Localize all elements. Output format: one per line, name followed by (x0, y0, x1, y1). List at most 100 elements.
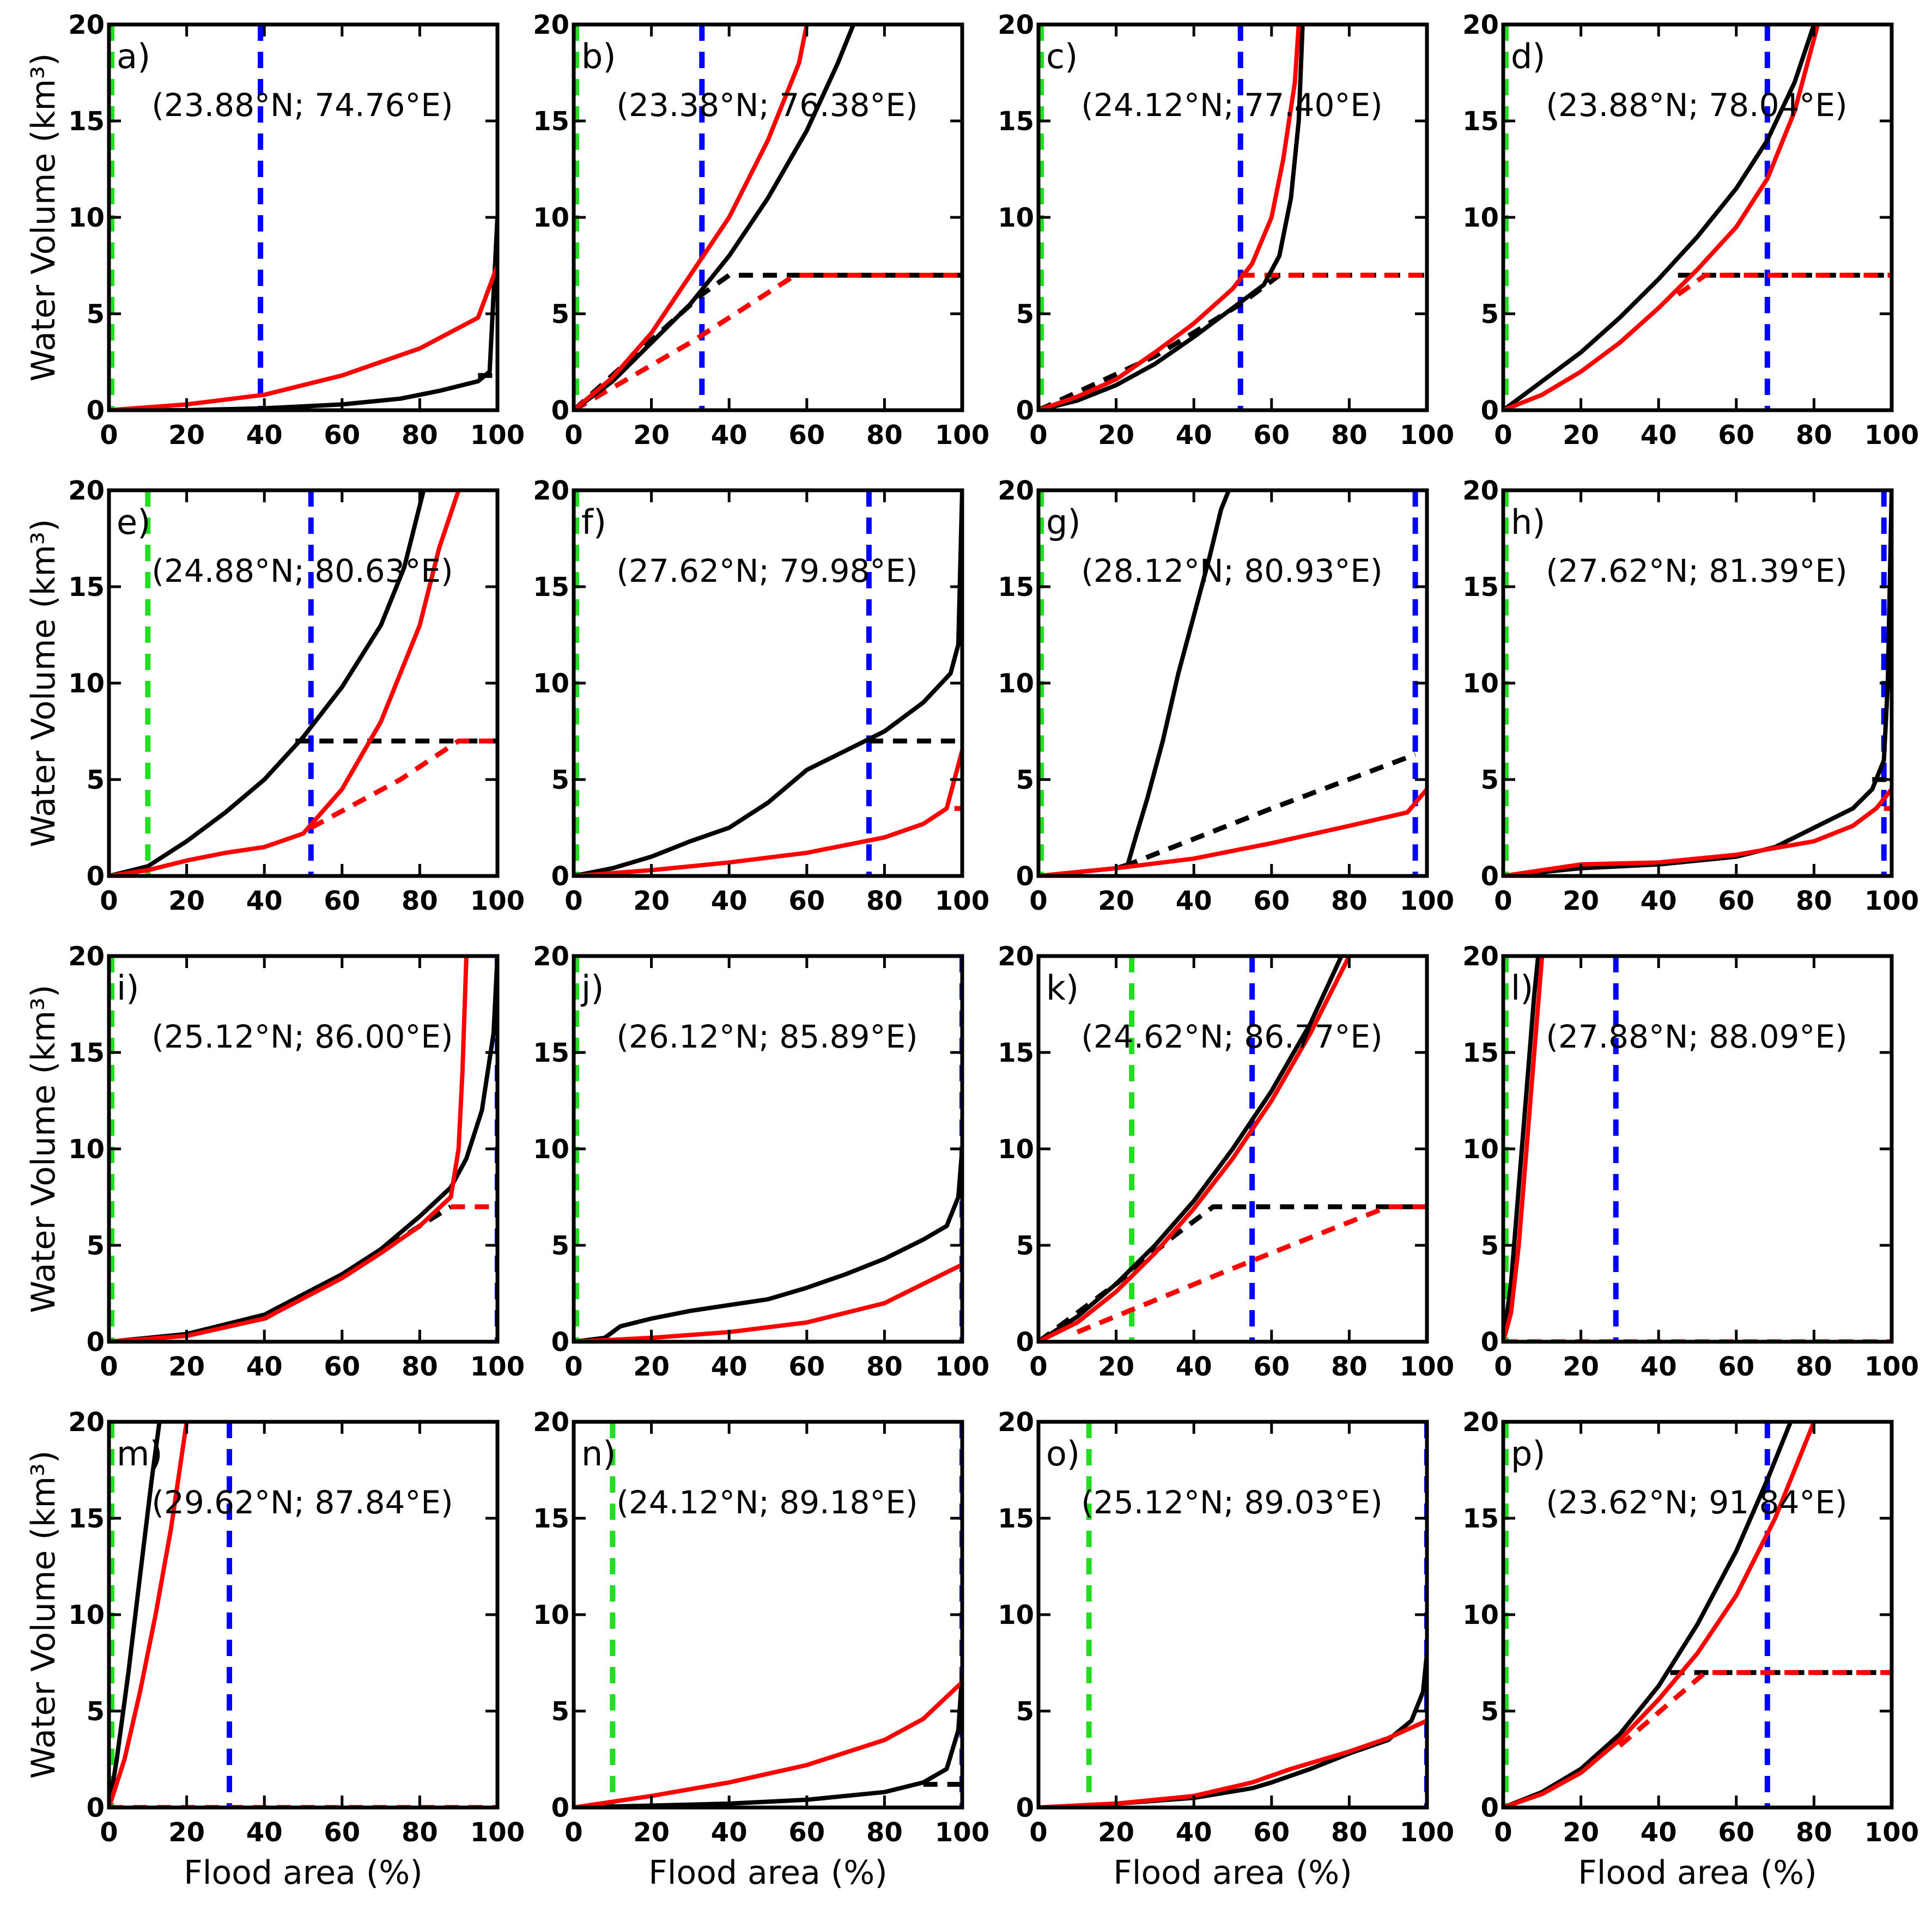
y-tick-label: 20 (998, 10, 1034, 40)
plot-area (1503, 1422, 1892, 1807)
y-tick-label: 5 (1016, 1696, 1034, 1727)
plot-area (1038, 25, 1427, 410)
panel-label: a) (117, 36, 150, 76)
x-tick-label: 80 (1796, 420, 1832, 451)
y-tick-label: 10 (68, 1134, 105, 1165)
x-tick-label: 0 (564, 886, 582, 916)
axes-frame (572, 488, 964, 878)
panel-label: j) (580, 968, 604, 1008)
panel-coordinates: (26.12°N; 85.89°E) (616, 1018, 918, 1055)
x-tick-label: 80 (1331, 1352, 1368, 1382)
x-tick-label: 0 (100, 1817, 118, 1848)
panel-coordinates: (25.12°N; 86.00°E) (151, 1018, 453, 1055)
x-tick-label: 80 (402, 886, 438, 916)
x-tick-label: 20 (633, 886, 670, 916)
panel-coordinates: (24.12°N; 89.18°E) (616, 1484, 918, 1521)
panel-o: 0 20 40 60 80 100 0 5 10 15 20 o)(25.12°N; 89.03°E)… (998, 1407, 1454, 1892)
y-tick-label: 0 (1016, 861, 1034, 892)
y-tick-label: 5 (87, 299, 105, 330)
x-tick-label: 80 (1796, 1817, 1832, 1848)
y-tick-label: 20 (68, 1407, 105, 1438)
y-tick-label: 0 (551, 861, 569, 892)
x-tick-label: 40 (711, 420, 748, 451)
y-tick-label: 15 (998, 572, 1034, 602)
black-solid-series (574, 25, 856, 410)
x-tick-label: 20 (1098, 886, 1134, 916)
panel-coordinates: (27.62°N; 81.39°E) (1546, 552, 1847, 589)
black-solid-series (1038, 956, 1344, 1342)
black-solid-series (1503, 956, 1541, 1342)
y-tick-label: 20 (68, 10, 105, 40)
y-tick-label: 0 (1481, 1327, 1499, 1358)
black-solid-series (574, 1148, 962, 1342)
red-dashed-series (1676, 272, 1892, 297)
y-tick-label: 0 (87, 395, 105, 426)
panel-c: 0 20 40 60 80 100 0 5 10 15 20 c)(24.12°N; 77.40°E) (998, 10, 1454, 451)
x-tick-label: 60 (788, 420, 825, 451)
x-axis-title: Flood area (%) (1578, 1854, 1816, 1892)
red-dashed-series (1076, 1204, 1427, 1335)
x-tick-label: 40 (1641, 420, 1677, 451)
y-tick-label: 15 (998, 1038, 1034, 1068)
y-tick-label: 10 (1462, 1600, 1499, 1630)
panel-k: 0 20 40 60 80 100 0 5 10 15 20 k)(24.62°N; 86.77°E) (998, 941, 1454, 1382)
x-tick-label: 80 (1331, 420, 1368, 451)
y-tick-label: 20 (533, 941, 569, 972)
x-tick-label: 40 (711, 886, 748, 916)
y-tick-label: 15 (1462, 572, 1499, 602)
plot-area (1038, 956, 1427, 1342)
x-tick-label: 100 (1400, 1352, 1454, 1382)
x-tick-label: 100 (470, 1352, 525, 1382)
axes-frame (1501, 22, 1894, 412)
y-tick-label: 10 (1462, 203, 1499, 233)
panel-label: o) (1046, 1434, 1080, 1474)
axes-frame (107, 22, 500, 412)
x-tick-label: 100 (470, 886, 525, 916)
y-tick-label: 20 (998, 941, 1034, 972)
y-tick-label: 5 (87, 765, 105, 795)
x-tick-label: 80 (1796, 886, 1832, 916)
red-solid-series (1038, 956, 1351, 1342)
x-tick-label: 100 (1864, 1352, 1919, 1382)
x-tick-label: 0 (564, 1817, 582, 1848)
y-tick-label: 0 (1481, 395, 1499, 426)
x-tick-label: 20 (168, 420, 205, 451)
y-tick-label: 20 (1462, 10, 1499, 40)
panel-coordinates: (28.12°N; 80.93°E) (1081, 552, 1382, 589)
y-tick-label: 15 (1462, 1504, 1499, 1534)
x-tick-label: 100 (1400, 420, 1454, 451)
panel-coordinates: (27.88°N; 88.09°E) (1546, 1018, 1847, 1055)
y-tick-label: 20 (1462, 476, 1499, 506)
x-tick-label: 40 (1176, 1352, 1212, 1382)
x-tick-label: 60 (324, 886, 360, 916)
x-tick-label: 80 (402, 1352, 438, 1382)
panel-coordinates: (24.12°N; 77.40°E) (1081, 87, 1382, 124)
y-tick-label: 20 (533, 476, 569, 506)
red-dashed-series (574, 272, 962, 410)
x-tick-label: 20 (1563, 420, 1599, 451)
x-tick-label: 80 (866, 1817, 903, 1848)
axes-frame (1501, 1420, 1894, 1810)
y-tick-label: 20 (533, 10, 569, 40)
y-tick-label: 5 (551, 1231, 569, 1261)
y-tick-label: 0 (551, 1793, 569, 1823)
panel-coordinates: (24.62°N; 86.77°E) (1081, 1018, 1382, 1055)
axes-frame (572, 1420, 964, 1810)
black-solid-series (574, 490, 962, 876)
black-solid-series (574, 1672, 962, 1807)
panel-n: 0 20 40 60 80 100 0 5 10 15 20 n)(24.12°N; 89.18°E)… (533, 1407, 989, 1892)
axes-frame (107, 954, 500, 1344)
y-tick-label: 0 (87, 1793, 105, 1823)
x-tick-label: 0 (1494, 1817, 1512, 1848)
x-tick-label: 40 (711, 1352, 748, 1382)
panel-label: c) (1046, 36, 1078, 76)
y-tick-label: 5 (1481, 765, 1499, 795)
x-tick-label: 20 (633, 420, 670, 451)
panel-label: l) (1511, 968, 1533, 1008)
y-tick-label: 10 (998, 668, 1034, 699)
y-tick-label: 0 (1016, 1793, 1034, 1823)
x-axis-title: Flood area (%) (648, 1854, 887, 1892)
red-dashed-series (309, 738, 497, 830)
x-tick-label: 40 (1176, 1817, 1212, 1848)
x-tick-label: 100 (1400, 1817, 1454, 1848)
